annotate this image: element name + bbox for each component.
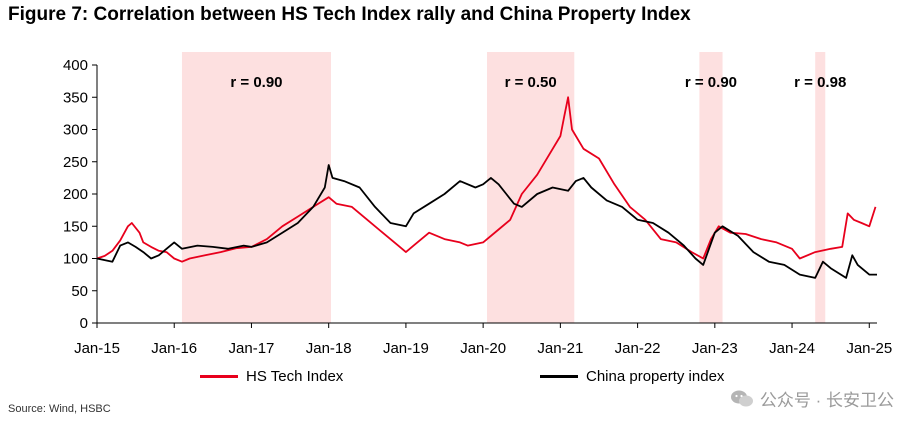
x-tick-label-Jan-16: Jan-16 — [151, 340, 197, 357]
correlation-label-4: r = 0.98 — [794, 74, 846, 91]
correlation-label-2: r = 0.50 — [505, 74, 557, 91]
x-tick-label-Jan-19: Jan-19 — [383, 340, 429, 357]
correlation-label-3: r = 0.90 — [685, 74, 737, 91]
y-tick-label-200: 200 — [63, 186, 88, 203]
x-tick-label-Jan-15: Jan-15 — [74, 340, 120, 357]
watermark-text: 公众号 · 长安卫公 — [759, 391, 894, 410]
source-note: Source: Wind, HSBC — [8, 403, 111, 415]
x-tick-label-Jan-22: Jan-22 — [615, 340, 661, 357]
y-tick-label-0: 0 — [80, 315, 88, 332]
series-lines — [96, 96, 877, 279]
y-tick-label-350: 350 — [63, 89, 88, 106]
wechat-icon — [730, 389, 754, 409]
axes: 0 50 100 150 200 250 300 350 400 Jan-15 Jan-16 Jan-… — [63, 57, 892, 357]
x-tick-label-Jan-25: Jan-25 — [846, 340, 892, 357]
shaded-period-3 — [699, 52, 723, 323]
y-tick-label-400: 400 — [63, 57, 88, 74]
shaded-period-4 — [815, 52, 826, 323]
series-line-china-property — [96, 164, 877, 279]
legend-label-china-property: China property index — [586, 368, 725, 385]
legend-swatch-china-property — [540, 375, 578, 378]
legend-item-hs-tech: HS Tech Index — [200, 368, 343, 385]
y-tick-label-150: 150 — [63, 218, 88, 235]
shaded-periods — [181, 52, 826, 323]
correlation-label-1: r = 0.90 — [230, 74, 282, 91]
chart-title: Figure 7: Correlation between HS Tech In… — [8, 4, 691, 25]
correlation-labels: r = 0.90 r = 0.50 r = 0.90 r = 0.98 — [230, 74, 846, 91]
y-tick-label-100: 100 — [63, 251, 88, 268]
shaded-period-1 — [181, 52, 331, 323]
y-tick-label-250: 250 — [63, 154, 88, 171]
x-tick-label-Jan-17: Jan-17 — [229, 340, 275, 357]
y-tick-label-300: 300 — [63, 122, 88, 139]
legend-label-hs-tech: HS Tech Index — [246, 368, 344, 385]
x-tick-label-Jan-18: Jan-18 — [306, 340, 352, 357]
y-tick-label-50: 50 — [71, 283, 88, 300]
x-tick-label-Jan-21: Jan-21 — [537, 340, 583, 357]
series-line-hs-tech — [96, 96, 877, 263]
legend-item-china-property: China property index — [540, 368, 724, 385]
x-tick-label-Jan-20: Jan-20 — [460, 340, 506, 357]
watermark: 公众号 · 长安卫公 — [730, 386, 894, 411]
x-tick-label-Jan-24: Jan-24 — [769, 340, 815, 357]
x-tick-label-Jan-23: Jan-23 — [692, 340, 738, 357]
legend-swatch-hs-tech — [200, 375, 238, 378]
